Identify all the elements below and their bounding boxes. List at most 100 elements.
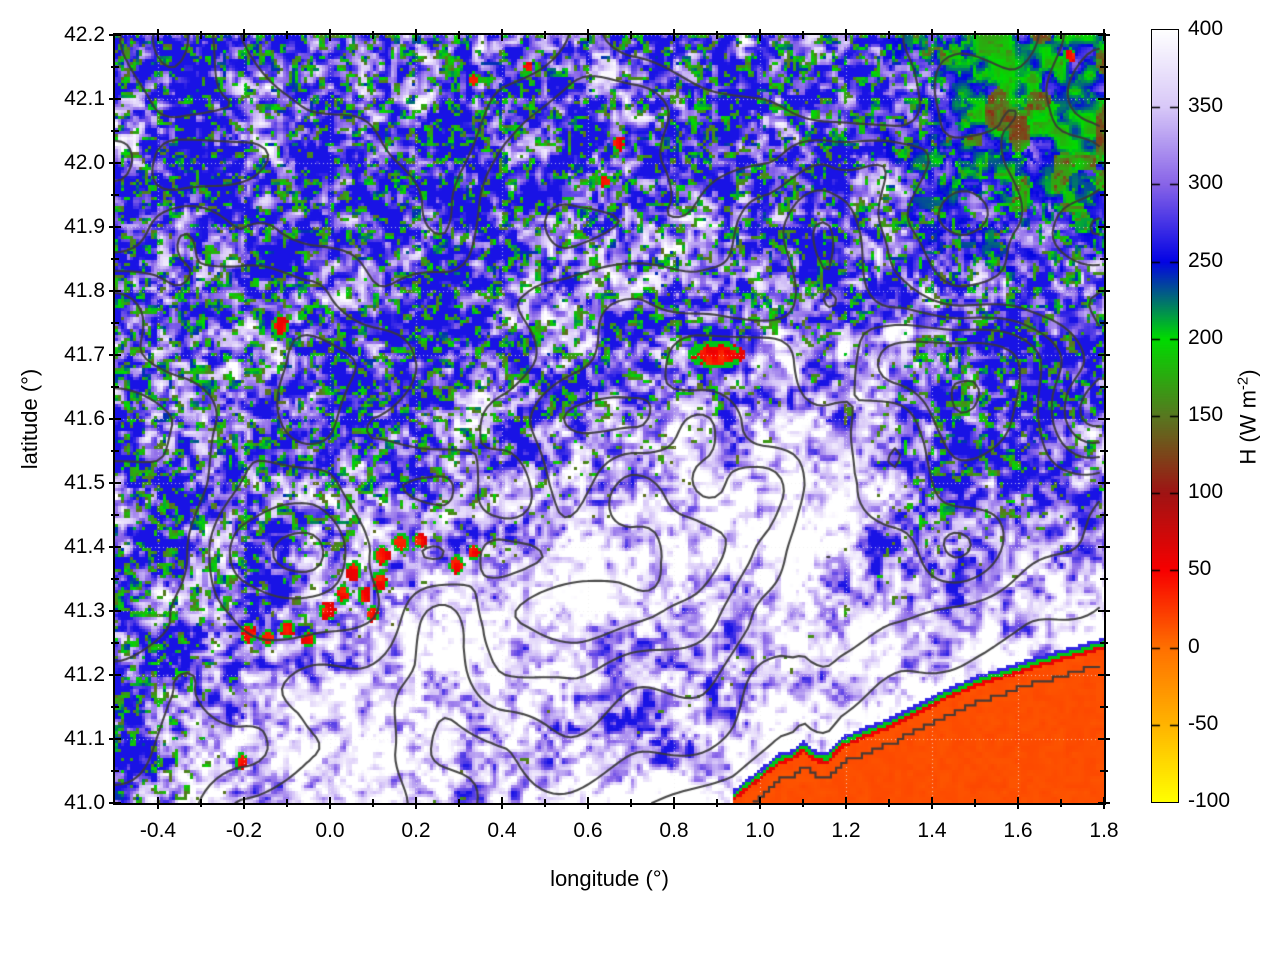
x-tick-label: 0.2 — [401, 819, 431, 842]
x-minor-tick-mirror — [200, 31, 202, 39]
y-tick — [109, 610, 121, 612]
colorbar-tick-label: 250 — [1188, 248, 1224, 272]
colorbar-tick-label: 350 — [1188, 94, 1224, 118]
x-tick-mirror — [1017, 29, 1019, 41]
y-tick-mirror — [1098, 226, 1110, 228]
y-tick-mirror — [1098, 418, 1110, 420]
y-minor-tick-mirror — [1100, 514, 1108, 516]
y-minor-tick-mirror — [1100, 258, 1108, 260]
x-minor-tick — [458, 799, 460, 807]
x-tick-label: 1.2 — [831, 819, 861, 842]
colorbar-title-close: ) — [1235, 369, 1261, 377]
y-minor-tick-mirror — [1100, 450, 1108, 452]
x-tick-mirror — [415, 29, 417, 41]
x-minor-tick-mirror — [1060, 31, 1062, 39]
colorbar-tick-label: 50 — [1188, 557, 1212, 581]
colorbar-tick-label: 400 — [1188, 17, 1224, 40]
x-minor-tick-mirror — [286, 31, 288, 39]
y-minor-tick-mirror — [1100, 130, 1108, 132]
y-tick — [109, 418, 121, 420]
y-tick-label: 41.9 — [64, 215, 105, 238]
colorbar — [1151, 29, 1179, 803]
y-tick-label: 41.8 — [64, 279, 105, 302]
x-tick — [243, 797, 245, 809]
y-tick-label: 41.5 — [64, 471, 105, 494]
x-minor-tick — [200, 799, 202, 807]
y-tick-mirror — [1098, 482, 1110, 484]
y-tick-label: 41.3 — [64, 599, 105, 622]
x-tick-mirror — [587, 29, 589, 41]
x-tick-mirror — [759, 29, 761, 41]
colorbar-tick-label: 300 — [1188, 171, 1224, 195]
x-minor-tick — [888, 799, 890, 807]
y-tick — [109, 34, 121, 36]
y-minor-tick — [111, 706, 119, 708]
x-tick-label: 0.4 — [487, 819, 517, 842]
y-minor-tick — [111, 258, 119, 260]
x-tick-label: 0.8 — [659, 819, 689, 842]
y-tick — [109, 738, 121, 740]
x-minor-tick-mirror — [802, 31, 804, 39]
x-tick — [501, 797, 503, 809]
y-tick — [109, 802, 121, 804]
colorbar-tick-label: 150 — [1188, 403, 1224, 426]
y-tick-mirror — [1098, 802, 1110, 804]
colorbar-tick-label: 200 — [1188, 325, 1224, 349]
x-tick-mirror — [243, 29, 245, 41]
x-tick-mirror — [673, 29, 675, 41]
x-minor-tick — [802, 799, 804, 807]
y-tick-mirror — [1098, 546, 1110, 548]
x-minor-tick — [974, 799, 976, 807]
y-minor-tick-mirror — [1100, 642, 1108, 644]
y-minor-tick — [111, 770, 119, 772]
y-tick-mirror — [1098, 354, 1110, 356]
y-tick — [109, 354, 121, 356]
colorbar-title-sup: -2 — [1234, 376, 1252, 391]
x-minor-tick-mirror — [888, 31, 890, 39]
heatmap-canvas — [115, 35, 1104, 803]
y-tick — [109, 482, 121, 484]
x-tick-mirror — [329, 29, 331, 41]
y-minor-tick-mirror — [1100, 66, 1108, 68]
colorbar-title: H (W m-2) — [1234, 369, 1261, 464]
x-tick — [587, 797, 589, 809]
colorbar-tick-label: 100 — [1188, 480, 1224, 504]
colorbar-tick-label: -50 — [1188, 711, 1219, 735]
x-tick-label: 0.6 — [573, 819, 603, 842]
x-minor-tick-mirror — [630, 31, 632, 39]
x-tick-label: 1.4 — [917, 819, 947, 842]
x-minor-tick-mirror — [974, 31, 976, 39]
y-tick-label: 41.1 — [64, 727, 105, 750]
y-tick — [109, 290, 121, 292]
y-tick-mirror — [1098, 610, 1110, 612]
y-tick-label: 41.0 — [64, 791, 105, 814]
y-minor-tick — [111, 322, 119, 324]
colorbar-tick-label: -100 — [1188, 789, 1231, 812]
x-minor-tick — [1060, 799, 1062, 807]
y-minor-tick — [111, 66, 119, 68]
x-minor-tick-mirror — [716, 31, 718, 39]
y-tick — [109, 226, 121, 228]
y-minor-tick — [111, 130, 119, 132]
x-minor-tick — [716, 799, 718, 807]
y-tick-mirror — [1098, 34, 1110, 36]
y-tick-label: 42.2 — [64, 23, 105, 46]
y-minor-tick — [111, 194, 119, 196]
x-tick — [1017, 797, 1019, 809]
x-tick — [673, 797, 675, 809]
x-tick — [845, 797, 847, 809]
x-tick-mirror — [157, 29, 159, 41]
y-tick-label: 41.2 — [64, 663, 105, 686]
y-minor-tick — [111, 386, 119, 388]
x-tick-label: 1.0 — [745, 819, 775, 842]
y-tick-label: 41.4 — [64, 535, 105, 558]
y-tick — [109, 162, 121, 164]
x-axis-title: longitude (°) — [550, 866, 669, 891]
x-minor-tick — [372, 799, 374, 807]
x-minor-tick-mirror — [458, 31, 460, 39]
x-tick-label: -0.4 — [139, 819, 177, 842]
y-tick-label: 42.1 — [64, 87, 105, 110]
x-tick — [759, 797, 761, 809]
x-tick — [329, 797, 331, 809]
x-tick-mirror — [931, 29, 933, 41]
